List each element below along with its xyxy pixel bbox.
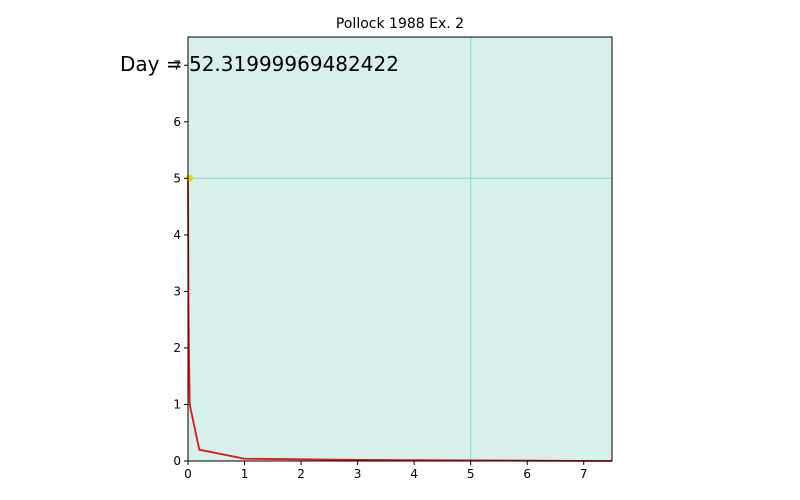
plot-background — [188, 37, 612, 461]
x-tick-label: 7 — [580, 467, 588, 481]
plot-frame — [187, 36, 613, 462]
x-tick-label: 4 — [410, 467, 418, 481]
y-tick-label: 2 — [173, 341, 181, 355]
y-tick-label: 4 — [173, 228, 181, 242]
y-tick-label: 1 — [173, 397, 181, 411]
y-tick-label: 5 — [173, 171, 181, 185]
y-tick-label: 7 — [173, 58, 181, 72]
x-tick-label: 2 — [297, 467, 305, 481]
chart-title: Pollock 1988 Ex. 2 — [336, 16, 464, 32]
y-tick-label: 0 — [173, 454, 181, 468]
x-tick-label: 1 — [241, 467, 249, 481]
y-tick-label: 6 — [173, 115, 181, 129]
x-tick-label: 3 — [354, 467, 362, 481]
day-annotation: Day = 52.31999969482422 — [120, 52, 399, 76]
x-tick-label: 5 — [467, 467, 475, 481]
x-tick-label: 0 — [184, 467, 192, 481]
y-axis-ticks: 0 1 2 3 4 5 6 7 — [173, 58, 188, 468]
series-line — [187, 178, 613, 462]
x-axis-ticks: 0 1 2 3 4 5 6 7 — [184, 461, 588, 481]
y-tick-label: 3 — [173, 284, 181, 298]
x-tick-label: 6 — [523, 467, 531, 481]
series-layer — [187, 178, 613, 462]
gridlines — [188, 37, 612, 461]
